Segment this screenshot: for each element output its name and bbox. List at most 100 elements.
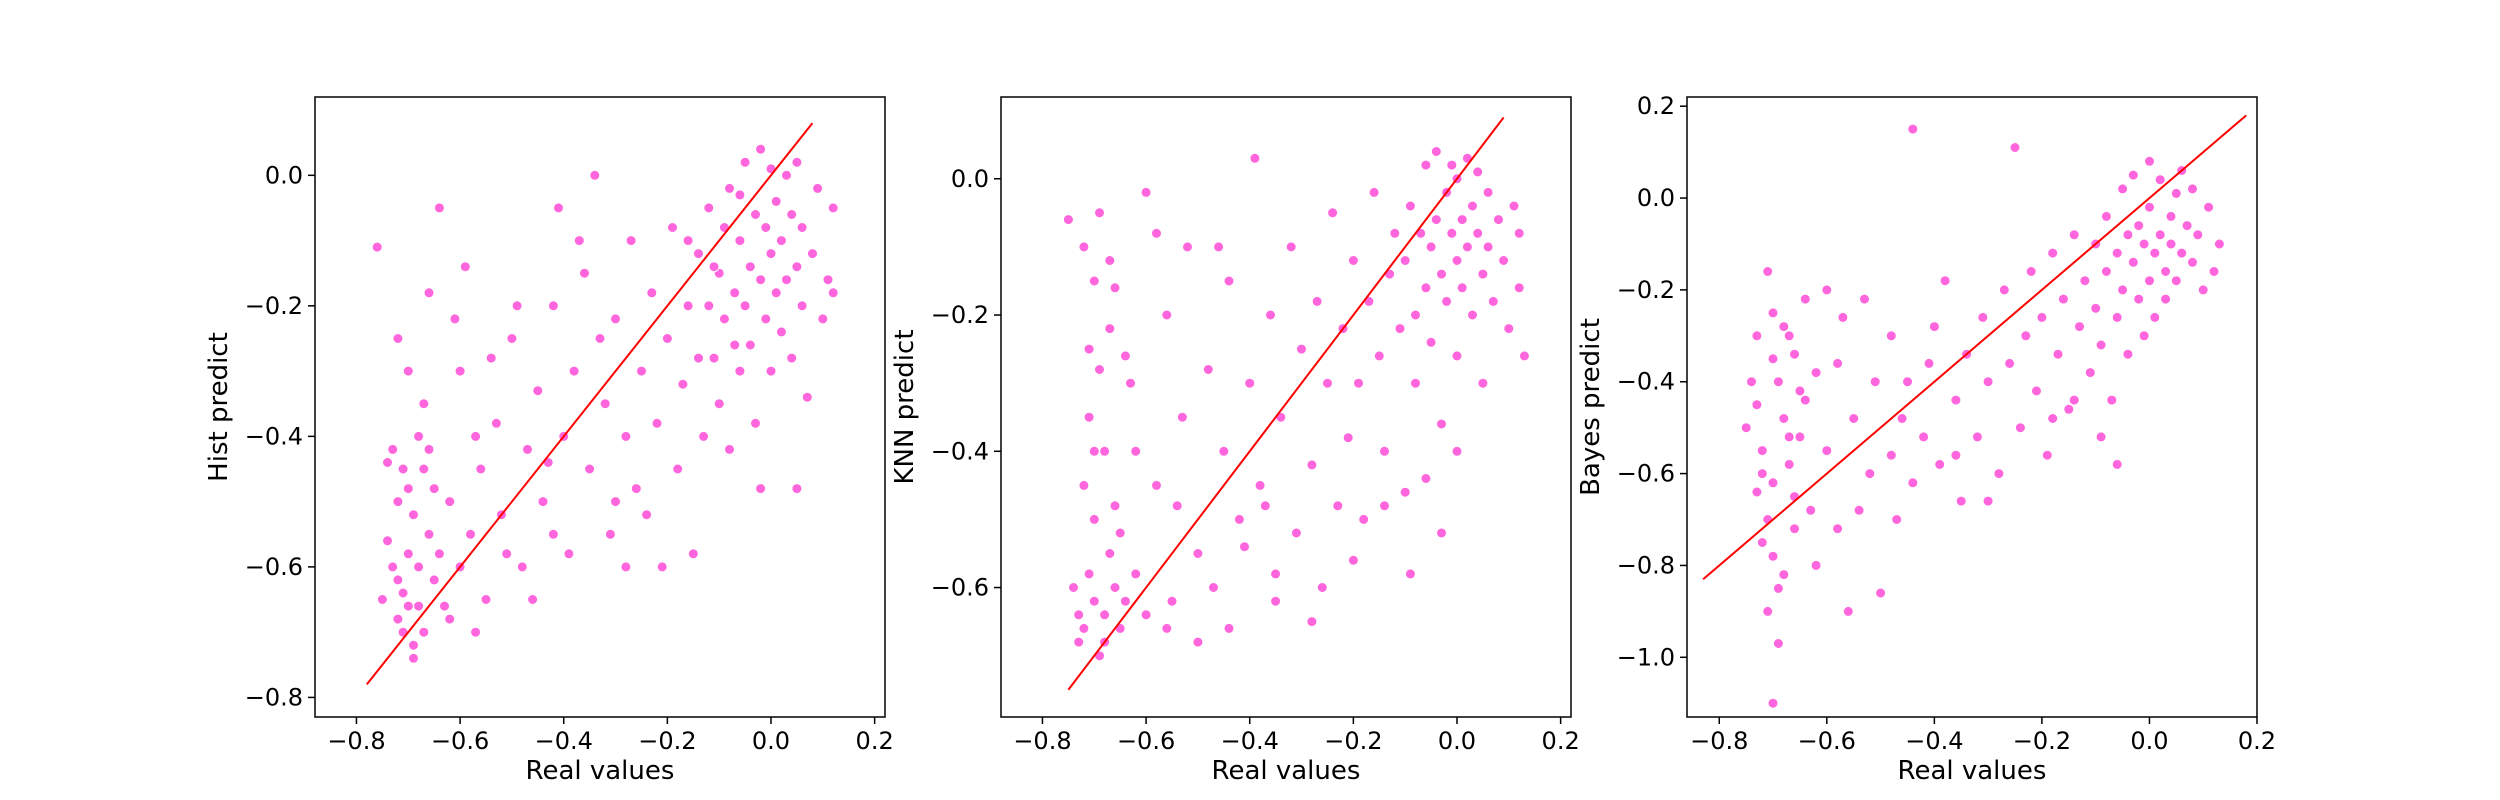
reference-line	[1702, 114, 2247, 580]
data-point	[444, 496, 456, 508]
data-point	[1456, 282, 1468, 294]
data-point	[563, 548, 575, 560]
y-tick-label: −0.2	[1617, 276, 1675, 304]
data-point	[760, 313, 772, 325]
data-point	[392, 613, 404, 625]
data-point	[1223, 622, 1235, 634]
data-point	[594, 333, 606, 344]
data-point	[2090, 302, 2102, 314]
x-axis-label: Real values	[1212, 756, 1361, 786]
data-point	[1767, 477, 1779, 489]
data-point	[1088, 275, 1100, 287]
data-point	[1446, 159, 1458, 171]
data-point	[2095, 431, 2107, 443]
data-point	[781, 274, 792, 286]
data-point	[1078, 241, 1090, 253]
data-point	[1104, 255, 1116, 266]
data-point	[1270, 595, 1282, 607]
x-tick-label: −0.2	[638, 727, 696, 755]
data-point	[604, 528, 616, 540]
data-point	[418, 626, 430, 638]
data-point	[1202, 364, 1214, 375]
data-point	[397, 587, 409, 599]
data-point	[470, 626, 482, 638]
data-point	[584, 463, 596, 475]
data-point	[1399, 486, 1411, 498]
data-point	[1347, 554, 1359, 566]
subplot-1: −0.8 −0.6 −0.4 −0.2 0.0 0.2 −0.8 −0.6 −0.4 −0.2 0.…	[204, 96, 894, 786]
data-point	[1762, 266, 1774, 277]
data-point	[1794, 431, 1806, 443]
data-point	[1114, 527, 1126, 539]
x-tick-label: 0.0	[2130, 727, 2168, 755]
data-point	[1783, 330, 1795, 342]
data-point	[516, 561, 528, 573]
data-point	[522, 443, 533, 455]
data-point	[1778, 321, 1790, 333]
data-point	[1756, 468, 1768, 480]
y-tick-label: −0.2	[245, 292, 303, 320]
data-point	[599, 398, 611, 410]
data-point	[382, 535, 393, 547]
data-point	[2149, 247, 2161, 259]
data-point	[1078, 622, 1090, 634]
y-tick-label: −0.4	[931, 437, 989, 465]
data-point	[2127, 256, 2139, 268]
x-tick-label: −0.8	[1690, 727, 1748, 755]
data-point	[433, 548, 445, 560]
data-point	[2122, 229, 2134, 241]
data-point	[392, 333, 404, 344]
data-point	[744, 261, 756, 273]
data-point	[1950, 394, 1962, 406]
x-tick-label: 0.2	[2238, 727, 2276, 755]
data-point	[1379, 500, 1390, 512]
data-point	[1783, 458, 1795, 470]
data-point	[1151, 227, 1162, 239]
data-point	[2154, 229, 2166, 241]
data-point	[2117, 183, 2129, 195]
data-point	[387, 443, 399, 455]
data-point	[1249, 152, 1261, 164]
data-point	[2122, 348, 2134, 360]
data-point	[1270, 568, 1282, 580]
data-point	[2170, 187, 2182, 199]
data-point	[2014, 422, 2026, 434]
data-point	[1436, 418, 1447, 430]
y-tick-label: 0.0	[265, 161, 303, 189]
data-point	[1088, 595, 1100, 607]
data-point	[2100, 210, 2112, 222]
data-point	[1218, 445, 1230, 457]
data-point	[1119, 350, 1131, 362]
y-tick-label: −1.0	[1617, 643, 1675, 671]
y-tick-label: −0.4	[1617, 368, 1675, 396]
data-point	[1109, 582, 1121, 593]
data-point	[739, 300, 751, 312]
data-point	[1472, 166, 1484, 178]
data-point	[1394, 323, 1406, 335]
y-tick-label: −0.4	[245, 422, 303, 450]
data-point	[713, 398, 725, 410]
data-point	[765, 248, 777, 260]
data-point	[1296, 343, 1307, 355]
data-point	[1083, 411, 1095, 423]
data-point	[1379, 445, 1390, 457]
y-tick-label: −0.6	[245, 553, 303, 581]
data-point	[2084, 367, 2096, 379]
data-point	[1842, 605, 1854, 617]
data-point	[620, 561, 632, 573]
data-point	[553, 202, 564, 214]
data-point	[1503, 323, 1515, 335]
data-point	[1950, 449, 1962, 461]
data-point	[1859, 293, 1870, 305]
data-point	[739, 156, 751, 168]
data-point	[1869, 376, 1881, 388]
data-point	[2025, 266, 2037, 277]
data-point	[1902, 376, 1913, 388]
y-tick-label: −0.2	[931, 301, 989, 329]
data-point	[1140, 609, 1152, 621]
data-point	[703, 300, 715, 312]
data-point	[1832, 523, 1844, 535]
data-point	[1821, 284, 1833, 296]
reference-line	[1067, 116, 1505, 691]
